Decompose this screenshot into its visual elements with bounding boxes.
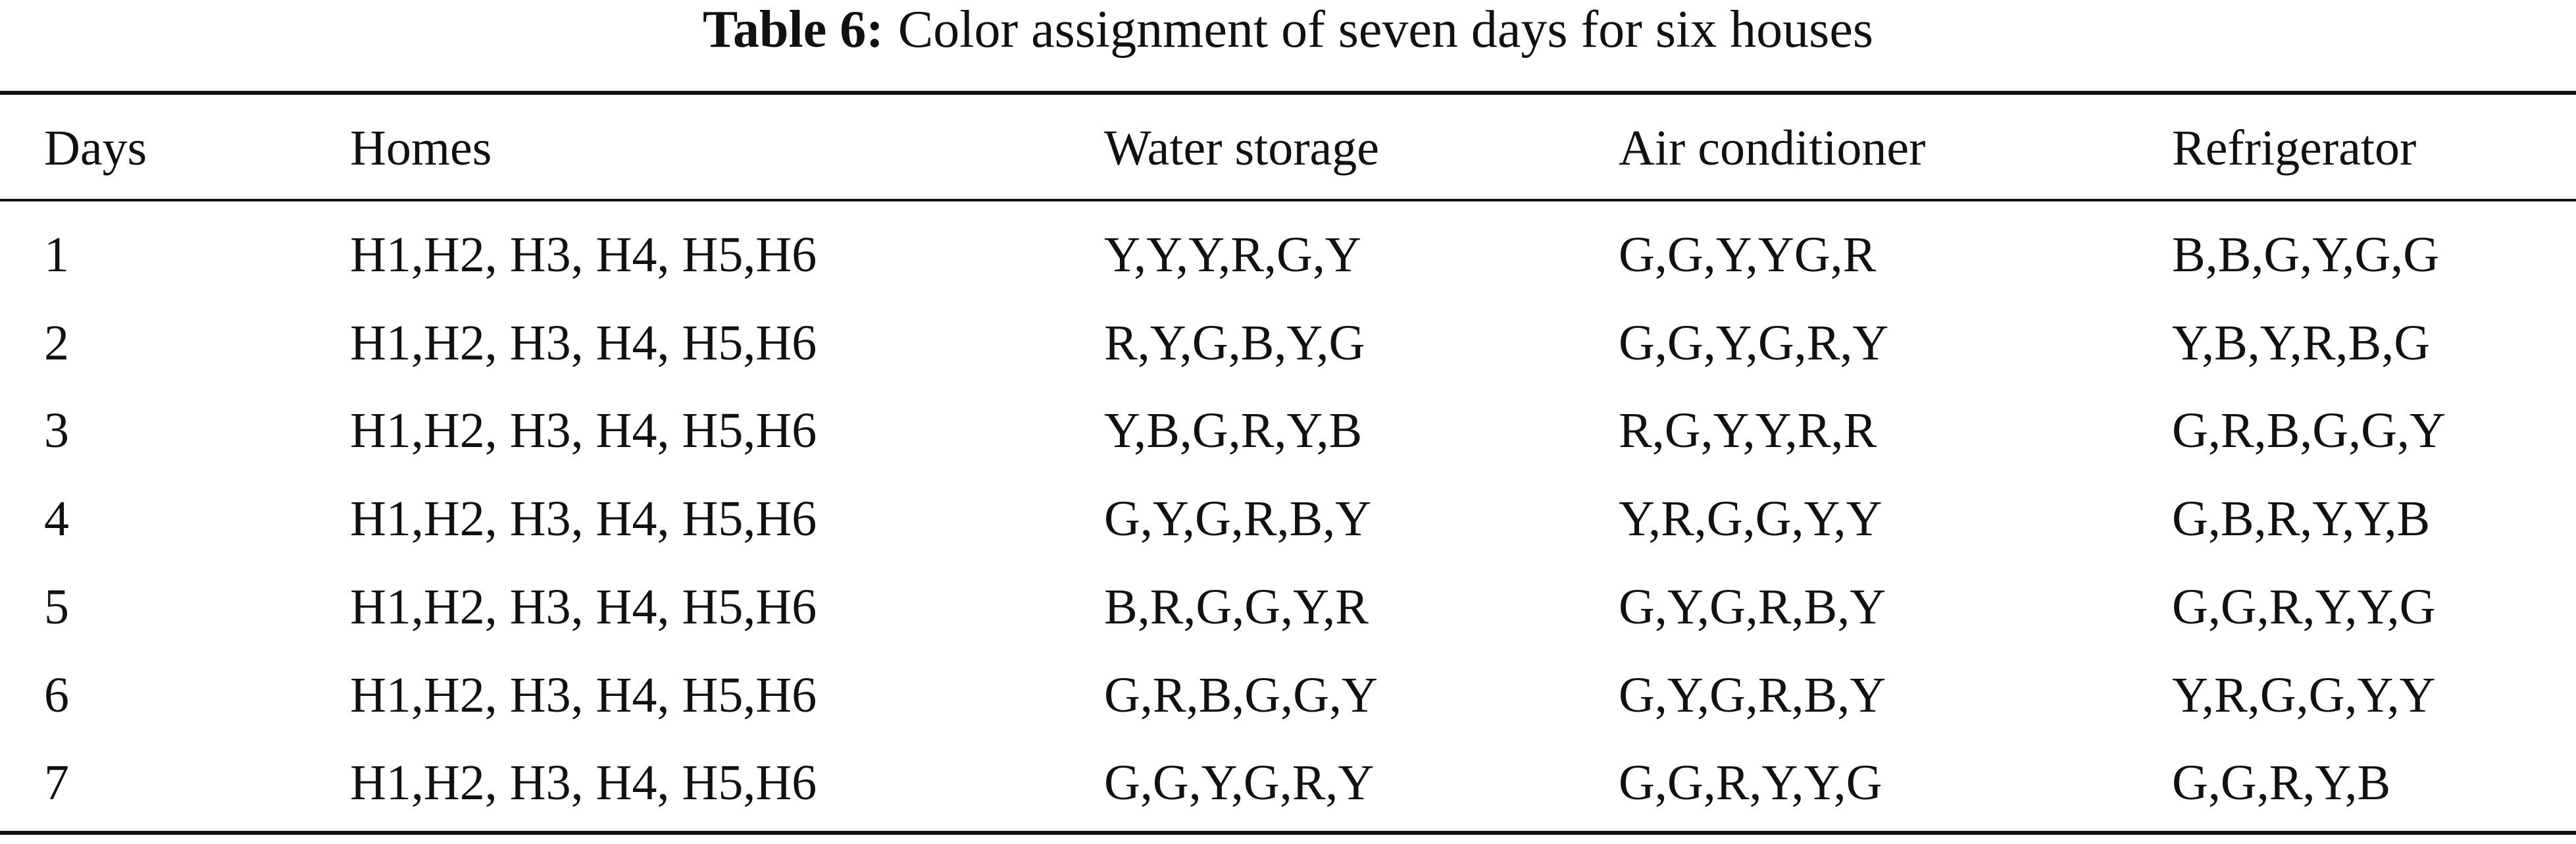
table-cell: R,G,Y,Y,R,R bbox=[1619, 403, 1877, 459]
table-cell: G,G,R,Y,Y,G bbox=[1619, 755, 1882, 811]
table-cell: G,R,B,G,G,Y bbox=[2172, 403, 2446, 459]
table-cell: H1,H2, H3, H4, H5,H6 bbox=[350, 491, 817, 547]
table-cell: Y,B,G,R,Y,B bbox=[1104, 403, 1363, 459]
table-cell: Y,B,Y,R,B,G bbox=[2172, 315, 2431, 371]
table-cell: B,B,G,Y,G,G bbox=[2172, 227, 2440, 282]
table-cell: 1 bbox=[44, 227, 69, 282]
table-cell: 4 bbox=[44, 491, 69, 547]
table-cell: 2 bbox=[44, 315, 69, 371]
table-cell: 6 bbox=[44, 667, 69, 723]
table-cell: Y,Y,Y,R,G,Y bbox=[1104, 227, 1361, 282]
table-cell: R,Y,G,B,Y,G bbox=[1104, 315, 1365, 371]
header-rule bbox=[0, 199, 2576, 201]
table-cell: G,G,R,Y,Y,G bbox=[2172, 579, 2436, 635]
table-cell: G,G,Y,G,R,Y bbox=[1104, 755, 1375, 811]
bottom-rule bbox=[0, 831, 2576, 835]
caption-text: Color assignment of seven days for six h… bbox=[897, 1, 1873, 59]
header-cell: Water storage bbox=[1104, 120, 1379, 176]
table-cell: G,G,Y,YG,R bbox=[1619, 227, 1877, 282]
table-cell: H1,H2, H3, H4, H5,H6 bbox=[350, 579, 817, 635]
table-caption: Table 6: Color assignment of seven days f… bbox=[0, 0, 2576, 59]
header-cell: Air conditioner bbox=[1619, 120, 1926, 176]
table-cell: G,Y,G,R,B,Y bbox=[1619, 579, 1886, 635]
top-rule bbox=[0, 91, 2576, 95]
table-cell: Y,R,G,G,Y,Y bbox=[2172, 667, 2436, 723]
table-cell: H1,H2, H3, H4, H5,H6 bbox=[350, 403, 817, 459]
table-cell: 5 bbox=[44, 579, 69, 635]
table-cell: G,Y,G,R,B,Y bbox=[1619, 667, 1886, 723]
table-cell: G,R,B,G,G,Y bbox=[1104, 667, 1378, 723]
table-cell: H1,H2, H3, H4, H5,H6 bbox=[350, 755, 817, 811]
table-cell: 7 bbox=[44, 755, 69, 811]
header-cell: Days bbox=[44, 120, 147, 176]
header-cell: Refrigerator bbox=[2172, 120, 2417, 176]
table-cell: H1,H2, H3, H4, H5,H6 bbox=[350, 315, 817, 371]
table-cell: G,Y,G,R,B,Y bbox=[1104, 491, 1372, 547]
table-cell: 3 bbox=[44, 403, 69, 459]
table-cell: G,G,R,Y,B bbox=[2172, 755, 2391, 811]
table-cell: G,G,Y,G,R,Y bbox=[1619, 315, 1889, 371]
header-cell: Homes bbox=[350, 120, 492, 176]
table-cell: G,B,R,Y,Y,B bbox=[2172, 491, 2431, 547]
table-cell: Y,R,G,G,Y,Y bbox=[1619, 491, 1882, 547]
table-cell: B,R,G,G,Y,R bbox=[1104, 579, 1369, 635]
table-cell: H1,H2, H3, H4, H5,H6 bbox=[350, 667, 817, 723]
caption-label: Table 6: bbox=[703, 1, 884, 59]
table-cell: H1,H2, H3, H4, H5,H6 bbox=[350, 227, 817, 282]
